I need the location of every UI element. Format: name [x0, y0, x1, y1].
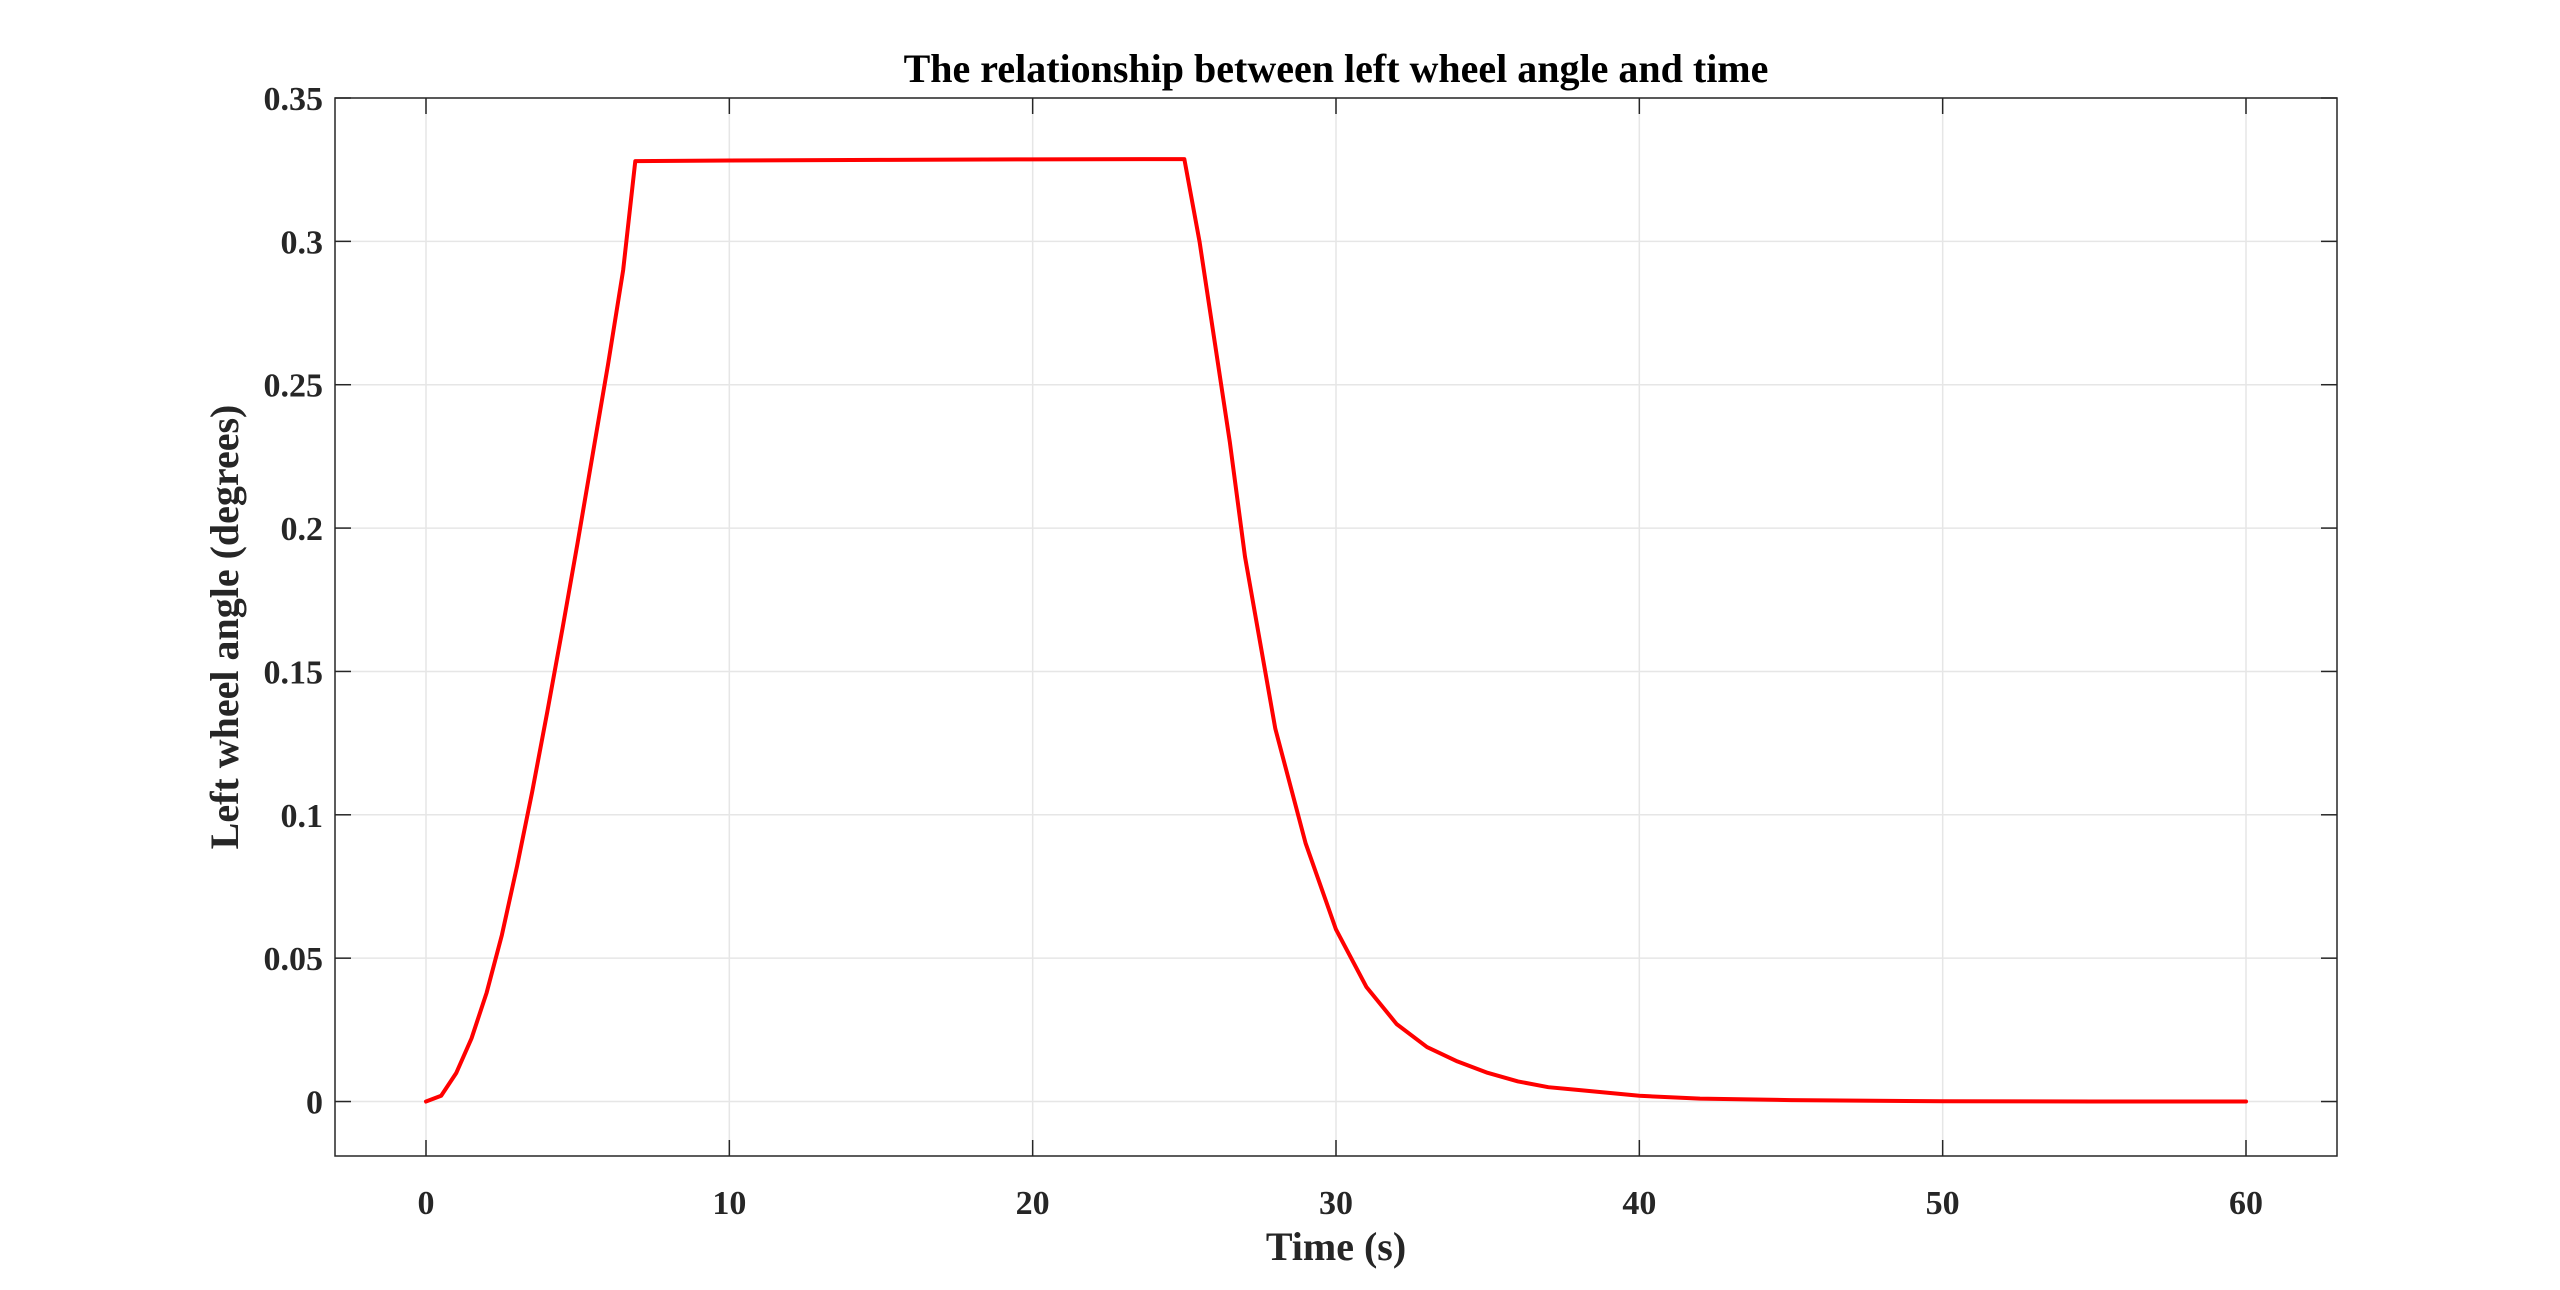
grid-layer [335, 97, 2337, 1156]
x-tick-label: 60 [2229, 1185, 2263, 1222]
x-tick-label: 10 [712, 1185, 746, 1222]
y-tick-label: 0.05 [264, 941, 324, 978]
x-axis-label: Time (s) [1266, 1224, 1406, 1269]
y-tick-label: 0.1 [281, 798, 324, 835]
y-tick-label: 0.2 [281, 511, 324, 548]
chart-title: The relationship between left wheel angl… [904, 46, 1769, 91]
tick-layer: 0 10 20 30 40 50 60 0 0.05 0.1 0.15 0.2 0.25 0.3 0.35 [264, 81, 2337, 1222]
x-tick-label: 30 [1319, 1185, 1353, 1222]
x-tick-label: 50 [1926, 1185, 1960, 1222]
x-tick-label: 40 [1622, 1185, 1656, 1222]
x-tick-label: 20 [1016, 1185, 1050, 1222]
series-layer [424, 157, 2248, 1104]
y-tick-label: 0.25 [264, 368, 324, 405]
x-tick-label: 0 [418, 1185, 435, 1222]
y-tick-label: 0 [306, 1085, 323, 1122]
y-tick-label: 0.15 [264, 654, 324, 691]
y-tick-label: 0.35 [264, 81, 324, 118]
y-tick-label: 0.3 [281, 224, 324, 261]
series-line [424, 157, 2248, 1104]
y-axis-label: Left wheel angle (degrees) [202, 405, 247, 850]
